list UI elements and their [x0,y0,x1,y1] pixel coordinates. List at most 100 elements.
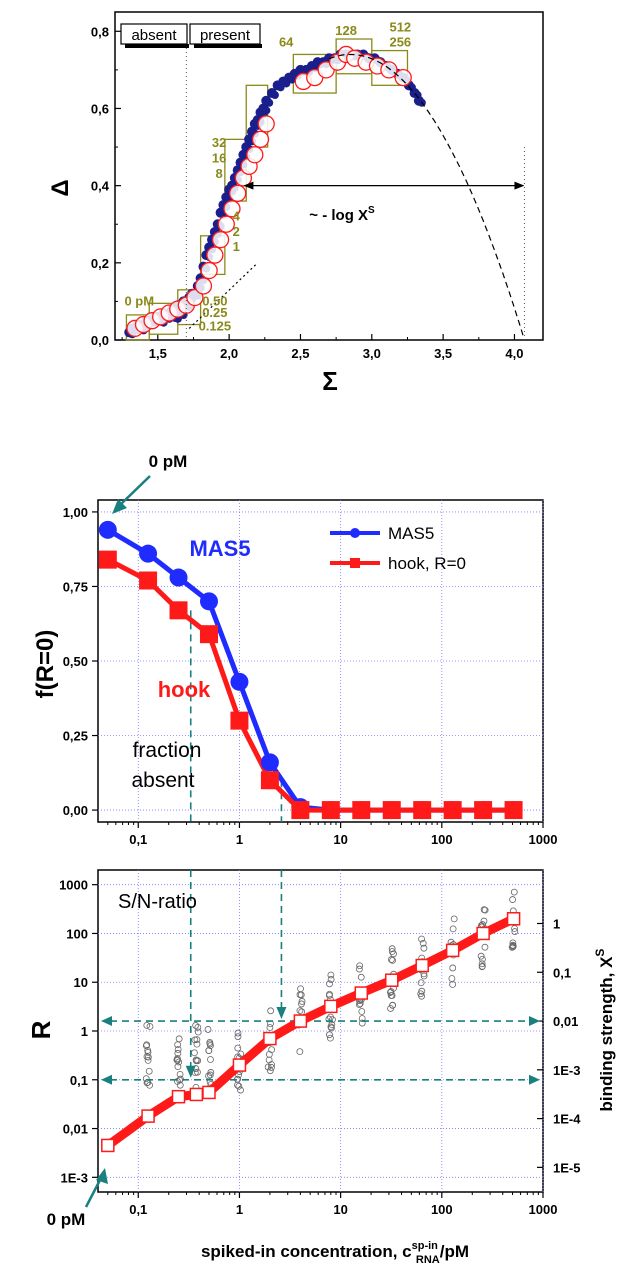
r-ratio-point [171,1089,186,1104]
probe-ratio-point [237,1086,244,1094]
probe-ratio-point [268,1064,275,1071]
zero-pm-bottom-arrow [84,1179,102,1208]
guide-arrowhead [185,1065,196,1078]
bottom-y2-tick-label: 1E-5 [553,1160,580,1175]
probe-ratio-point [176,1070,184,1078]
mas5-point [169,568,188,587]
absent-label-shadow [125,44,189,48]
hook-point [199,625,218,644]
probe-ratio-point [418,992,426,1000]
zero-pm-top-arrow [119,475,151,506]
probe-ratio-point [193,1036,201,1044]
r-ratio-point [476,926,490,941]
concentration-label: 0.25 [202,305,227,320]
probe-ratio-point [511,928,519,935]
probe-ratio-point [418,935,425,943]
hook-point [139,571,158,590]
probe-ratio-point [297,991,305,999]
probe-point [262,106,271,115]
middle-y-tick-label: 0,25 [63,729,88,744]
middle-chart: 0,1 1 10 100 1000 0,00 0,25 0,50 0,75 1,00 f(R=0… [32,452,557,847]
hook-point [474,801,493,820]
log-xs-arrowhead-right [514,181,525,190]
probe-ratio-point [194,1068,201,1076]
probe-ratio-point [193,1040,201,1048]
hook-point [169,601,188,620]
r-ratio-point [324,999,338,1014]
probe-ratio-point [296,1048,304,1056]
hook-point [230,711,249,730]
middle-y-tick-label: 0,50 [63,654,88,669]
probe-ratio-point [326,1034,334,1042]
r-ratio-point [263,1031,277,1046]
middle-y-tick-label: 0,75 [63,579,88,594]
concentration-label: 16 [212,150,226,165]
probe-ratio-point [326,1031,333,1039]
top-plot-area [114,11,544,341]
zero-pm-bottom-label: 0 pM [47,1210,86,1229]
probe-ratio-point [326,990,333,998]
probe-ratio-point [509,939,517,947]
probe-ratio-point [355,965,363,973]
probe-ratio-point [481,943,489,951]
threshold-arrowhead-left [101,1074,112,1085]
top-y-axis-label: Δ [47,179,74,196]
probe-ratio-point [207,1042,214,1049]
probe-ratio-point [192,1056,200,1064]
bottom-x-tick-label: 1 [236,1202,243,1217]
probe-ratio-point [478,960,486,968]
bottom-y-tick-label: 0,01 [63,1122,88,1137]
probe-ratio-point [328,1024,335,1032]
probe-ratio-point [265,1051,273,1058]
probe-ratio-point [205,1072,212,1080]
middle-x-tick-label: 100 [431,832,453,847]
probe-ratio-point [389,956,396,964]
probe-ratio-point [144,1056,152,1064]
probe-ratio-point [450,915,458,923]
mas5-point [98,520,117,539]
log-xs-annotation: ~ - log XS [309,205,375,224]
probe-ratio-point [206,1038,214,1046]
concentration-label: 0.50 [202,293,227,308]
threshold-arrowhead-right [529,1016,540,1027]
bottom-chart: 0,1 1 10 100 1000 1E-3 0,01 0,1 1 10 100 1000 1E-5… [26,869,616,1266]
absent-annotation: absent [131,769,194,792]
concentration-label: 1 [233,239,240,254]
middle-y-tick-label: 0,00 [63,803,88,818]
probe-ratio-point [234,1029,242,1037]
bottom-y-axis-label: R [26,1020,56,1039]
average-point [394,68,412,87]
concentration-label: 64 [279,35,294,50]
concentration-label: 0 pM [124,293,154,308]
log-xs-arrowhead-left [243,181,254,190]
probe-ratio-point [205,1047,213,1054]
probe-ratio-point [266,1024,274,1031]
bottom-x-tick-label: 0,1 [129,1202,147,1217]
bottom-y2-axis-label: binding strength, XS [593,949,616,1112]
probe-ratio-point [509,896,516,903]
probe-ratio-point [449,925,457,933]
probe-ratio-point [194,1028,202,1036]
top-x-tick-label: 3,5 [434,346,452,361]
sn-ratio-annotation: S/N-ratio [118,891,197,913]
probe-ratio-point [387,956,395,963]
probe-ratio-point [298,998,306,1005]
probe-ratio-point [235,1082,243,1090]
top-x-axis-label: Σ [322,366,338,396]
average-point [380,61,398,79]
extrapolation-curve [328,53,524,336]
concentration-label: 512 [389,19,411,34]
top-x-tick-label: 2,0 [220,346,238,361]
hook-point [504,801,523,820]
probe-ratio-point [356,1000,364,1008]
threshold-arrowhead-left [101,1016,112,1027]
probe-ratio-point [389,1001,396,1009]
hook-point [321,801,340,820]
probe-ratio-point [173,1056,181,1064]
r-ratio-point [354,986,369,1000]
bottom-y2-tick-label: 1E-3 [553,1063,580,1078]
probe-ratio-point [174,1063,182,1071]
middle-x-tick-label: 10 [333,832,347,847]
hook-annotation: hook [158,677,211,702]
